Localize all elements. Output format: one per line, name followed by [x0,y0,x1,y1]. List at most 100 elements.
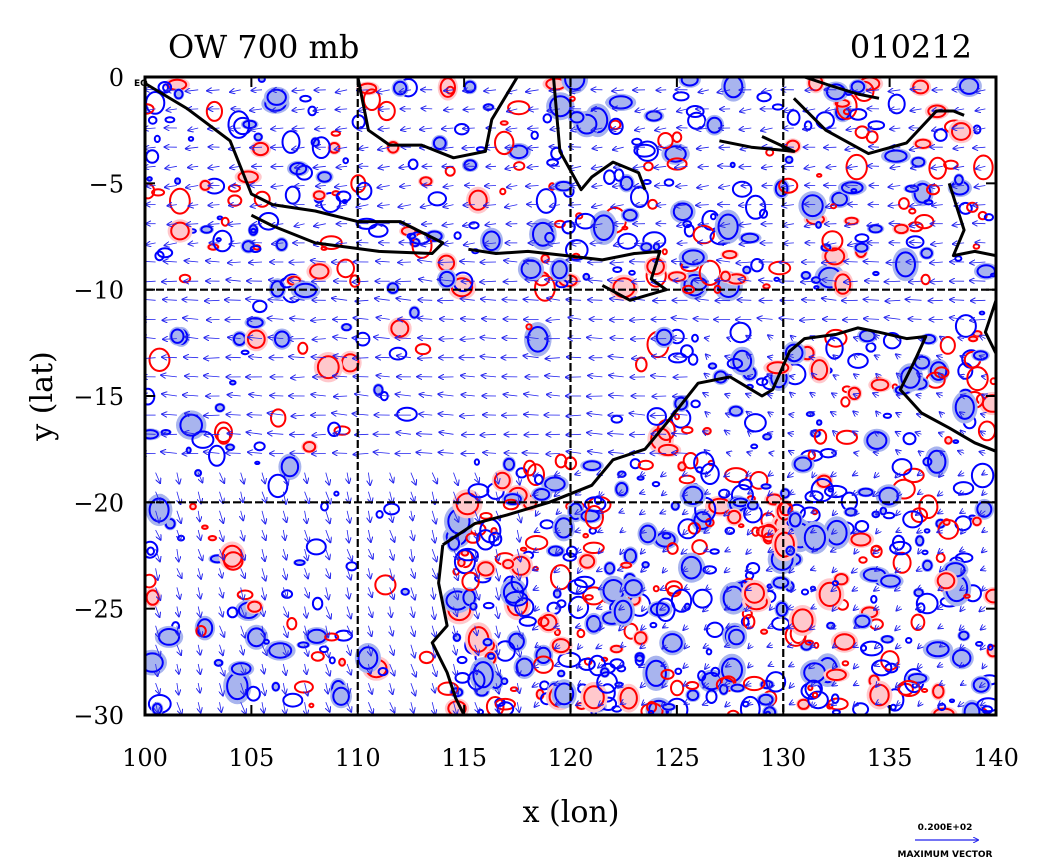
wind-vector [207,90,220,91]
positive-contour [760,628,769,635]
wind-vector [167,109,177,111]
wind-vector [396,338,411,339]
negative-contour [263,638,270,645]
wind-vector [979,607,986,612]
negative-contour [895,251,916,278]
wind-vector [657,90,667,91]
wind-vector [146,186,156,187]
wind-vector [981,414,985,415]
negative-contour [923,528,931,534]
wind-vector [410,472,416,485]
negative-contour [396,406,418,422]
wind-vector [165,186,177,188]
wind-vector [738,300,752,301]
negative-contour [710,666,721,678]
wind-vector [354,318,369,320]
wind-vector [163,319,177,320]
negative-contour [860,640,884,657]
x-tick-label: 110 [335,744,381,772]
wind-vector [262,702,264,713]
wind-vector [958,451,965,454]
wind-vector [930,262,943,263]
wind-vector [185,337,199,339]
negative-contour [249,245,262,253]
wind-vector [529,109,539,110]
wind-vector [228,262,241,263]
negative-contour [427,191,447,207]
wind-vector [896,432,901,434]
wind-vector [910,109,922,111]
wind-vector [220,587,223,597]
negative-contour [742,265,752,275]
wind-vector [326,568,330,578]
negative-contour [185,446,192,454]
negative-contour [865,342,877,353]
wind-vector [282,472,288,485]
wind-vector [156,510,159,523]
wind-vector [938,492,943,496]
positive-contour [576,628,586,639]
wind-vector [198,587,200,598]
wind-vector [442,147,454,148]
wind-vector [970,281,986,282]
negative-contour [561,220,576,235]
negative-contour [705,648,713,656]
wind-vector [812,473,815,478]
y-top-suffix: EQ [134,79,148,89]
wind-vector [338,205,348,207]
wind-vector [292,109,305,111]
wind-vector [705,664,709,669]
wind-vector [981,702,986,705]
positive-contour [286,617,298,631]
negative-contour [672,91,690,102]
negative-contour [922,456,933,467]
wind-vector [705,374,709,377]
wind-vector [917,568,922,571]
y-tick-label: −25 [73,596,124,624]
wind-vector [439,452,454,453]
positive-contour [377,100,396,122]
negative-contour [257,77,266,83]
wind-vector [185,376,199,377]
positive-contour [657,443,679,457]
negative-contour [615,482,629,497]
positive-contour [253,190,271,208]
positive-contour [762,283,771,290]
wind-vector [241,529,244,540]
wind-vector [454,606,458,617]
wind-vector [422,108,433,109]
positive-contour [646,701,658,714]
negative-contour [214,403,225,413]
negative-contour [987,643,994,651]
wind-vector [283,587,286,597]
x-tick-label: 130 [760,744,806,772]
wind-vector [672,338,688,339]
wind-vector [316,205,326,206]
positive-contour [910,613,926,631]
positive-contour [811,691,819,699]
negative-contour [164,116,176,124]
wind-vector [354,453,369,454]
x-tick-label: 140 [973,744,1019,772]
wind-vector [725,356,730,358]
negative-fill-patch [561,77,589,94]
y-tick-label: −20 [73,489,124,517]
negative-contour [487,652,496,660]
wind-vector [161,375,177,377]
wind-vector [336,128,348,130]
wind-vector [802,300,816,301]
wind-vector [598,530,602,532]
negative-contour [640,242,653,252]
wind-vector [400,186,411,187]
wind-vector [292,90,305,91]
negative-contour [911,156,926,168]
negative-contour [333,490,340,497]
positive-contour [499,120,509,126]
wind-vector [746,683,751,685]
wind-vector [461,319,475,320]
negative-contour [825,336,844,360]
wind-vector [929,300,943,301]
wind-vector [453,568,458,580]
wind-vector [547,395,560,397]
wind-vector [567,451,582,453]
